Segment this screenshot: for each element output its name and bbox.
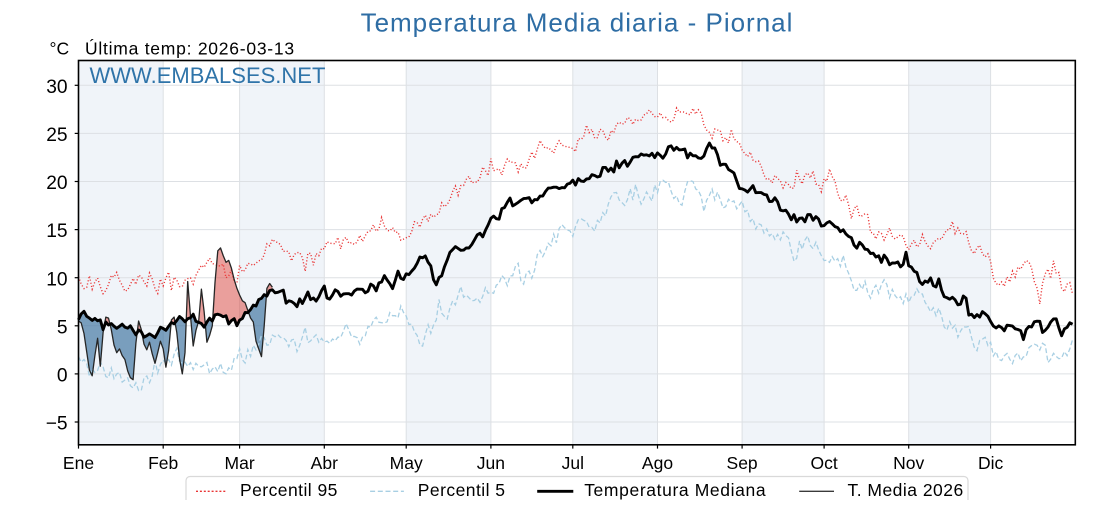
svg-text:Abr: Abr: [311, 453, 338, 473]
svg-text:Nov: Nov: [893, 453, 924, 473]
svg-text:−5: −5: [46, 414, 68, 435]
svg-text:°C: °C: [50, 39, 70, 59]
svg-text:T. Media 2026: T. Media 2026: [848, 480, 964, 500]
svg-text:May: May: [390, 453, 423, 473]
svg-text:Percentil 5: Percentil 5: [418, 480, 506, 500]
svg-text:Feb: Feb: [148, 453, 178, 473]
svg-text:Dic: Dic: [978, 453, 1004, 473]
svg-text:Jul: Jul: [562, 453, 584, 473]
svg-text:Sep: Sep: [727, 453, 758, 473]
svg-text:30: 30: [46, 77, 67, 98]
svg-text:5: 5: [57, 317, 68, 338]
svg-text:Mar: Mar: [225, 453, 255, 473]
svg-text:20: 20: [46, 173, 67, 194]
svg-text:Percentil 95: Percentil 95: [240, 480, 338, 500]
svg-text:Temperatura Mediana: Temperatura Mediana: [584, 480, 766, 500]
svg-text:25: 25: [46, 125, 67, 146]
svg-text:Oct: Oct: [810, 453, 837, 473]
svg-text:Ene: Ene: [63, 453, 94, 473]
svg-text:15: 15: [46, 221, 67, 242]
svg-text:Última temp: 2026-03-13: Última temp: 2026-03-13: [85, 38, 295, 59]
svg-text:Ago: Ago: [642, 453, 673, 473]
svg-text:0: 0: [57, 366, 68, 387]
svg-text:Jun: Jun: [477, 453, 505, 473]
svg-text:WWW.EMBALSES.NET: WWW.EMBALSES.NET: [90, 63, 326, 88]
svg-text:10: 10: [46, 269, 67, 290]
svg-text:Temperatura Media diaria - Pio: Temperatura Media diaria - Piornal: [361, 8, 794, 38]
